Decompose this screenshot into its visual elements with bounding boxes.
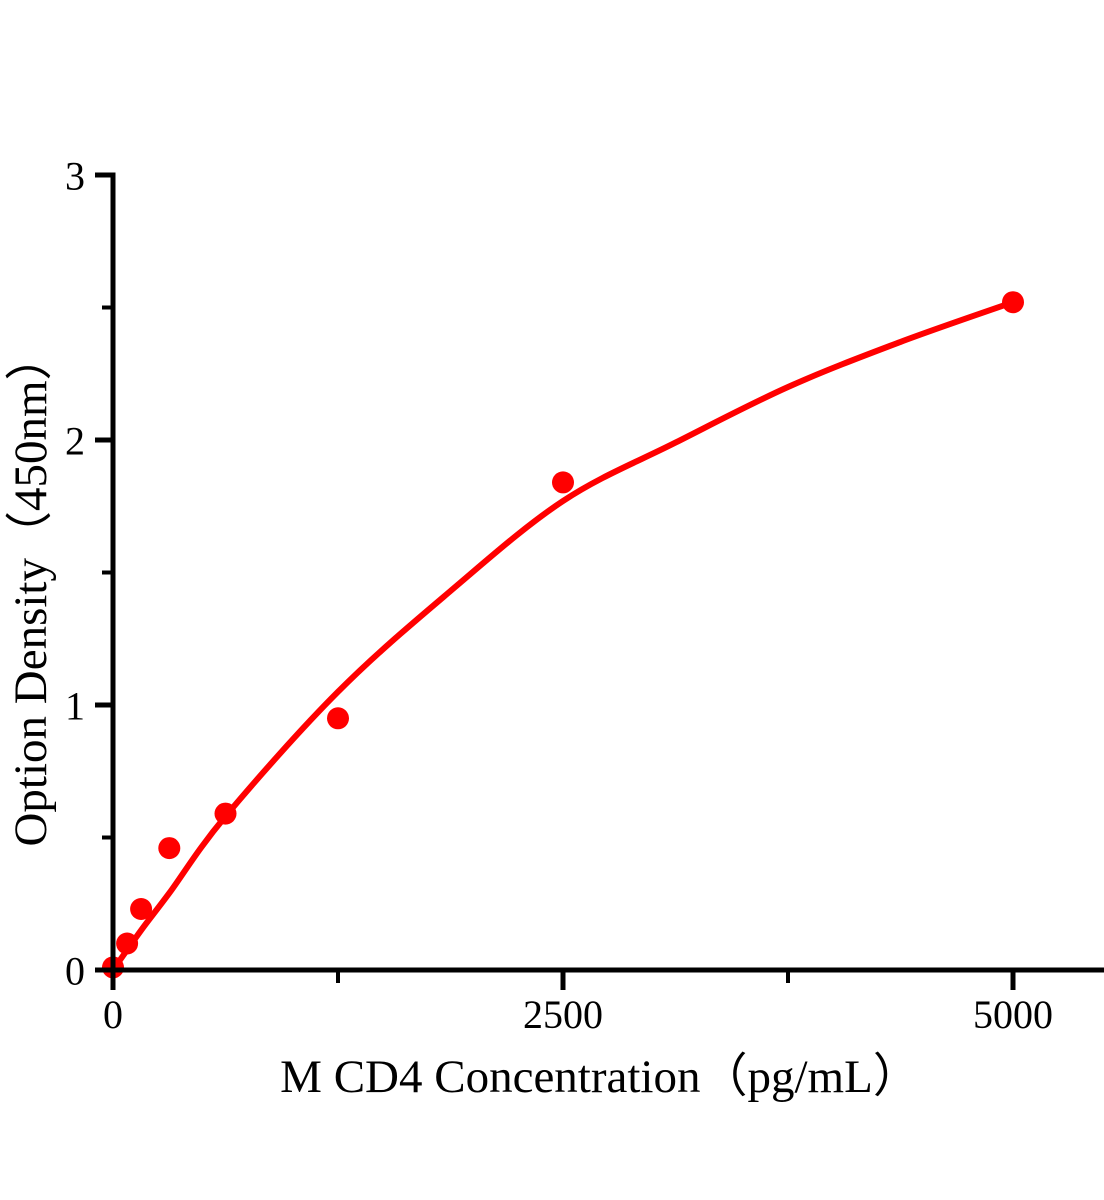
data-point <box>1002 291 1024 314</box>
x-tick-label: 2500 <box>523 992 603 1037</box>
y-tick-label: 2 <box>65 418 85 463</box>
y-tick-label: 0 <box>65 948 85 993</box>
data-point <box>158 837 181 860</box>
data-point <box>214 802 237 825</box>
data-point <box>552 471 574 494</box>
y-tick-label: 3 <box>65 153 85 198</box>
x-tick-label: 5000 <box>973 992 1053 1037</box>
ticks-group <box>95 172 1016 990</box>
x-axis-title: M CD4 Concentration（pg/mL） <box>280 1051 920 1103</box>
fit-curve-line <box>110 299 1016 973</box>
data-point <box>116 932 139 955</box>
tick-labels-group: 0 1 2 3 0 2500 5000 <box>65 153 1053 1037</box>
y-axis-title: Option Density（450nm） <box>5 333 57 846</box>
x-tick-label: 0 <box>103 992 123 1037</box>
axes-group <box>110 172 1104 973</box>
data-point <box>327 707 349 730</box>
y-tick-label: 1 <box>65 683 85 728</box>
data-points-group <box>102 291 1024 979</box>
data-point <box>130 898 153 920</box>
